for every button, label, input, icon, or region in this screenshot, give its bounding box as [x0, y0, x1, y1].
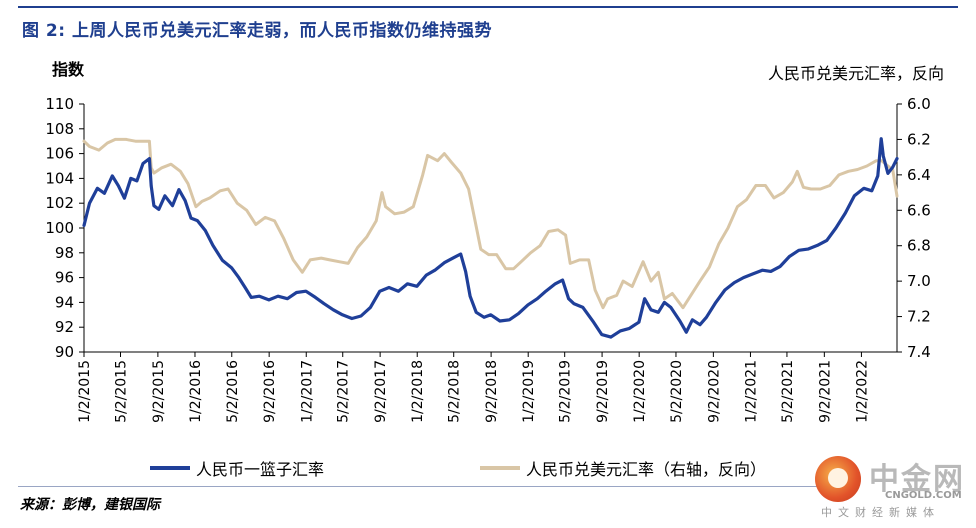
x-tick-label: 9/2/2020 [706, 360, 722, 423]
y-left-tick-label: 108 [45, 120, 74, 138]
legend-item-usdcny: 人民币兑美元汇率（右轴，反向） [480, 456, 766, 480]
y-right-tick-label: 6.2 [907, 130, 931, 148]
x-tick-label: 5/2/2019 [558, 360, 574, 423]
y-right-tick-label: 7.2 [907, 308, 931, 326]
x-tick-label: 9/2/2015 [151, 360, 167, 423]
x-tick-label: 5/2/2017 [336, 360, 352, 423]
logo-name: 中金网 [869, 462, 965, 497]
y-left-tick-label: 92 [55, 318, 74, 336]
y-left-tick-label: 94 [55, 293, 74, 311]
x-tick-label: 9/2/2016 [262, 360, 278, 423]
logo-tagline: 中文财经新媒体 [821, 506, 940, 519]
x-tick-label: 1/2/2017 [299, 360, 315, 423]
x-tick-label: 5/2/2020 [669, 360, 685, 423]
y-axis-left-label: 指数 [52, 60, 85, 79]
x-tick-label: 5/2/2015 [113, 360, 129, 423]
y-left-tick-label: 96 [55, 269, 74, 287]
x-tick-label: 9/2/2017 [373, 360, 389, 423]
x-tick-label: 1/2/2020 [632, 360, 648, 423]
x-tick-label: 9/2/2019 [595, 360, 611, 423]
site-logo: 中金网 CNGOLD.COM 中文财经新媒体 [815, 448, 965, 520]
x-tick-label: 5/2/2021 [780, 360, 796, 423]
y-left-tick-label: 104 [45, 169, 74, 187]
x-tick-label: 5/2/2018 [447, 360, 463, 423]
x-tick-label: 5/2/2016 [225, 360, 241, 423]
x-tick-label: 1/2/2015 [77, 360, 93, 423]
y-right-tick-label: 6.6 [907, 201, 931, 219]
top-rule [18, 6, 958, 8]
series-line-basket [82, 137, 899, 339]
y-right-tick-label: 7.4 [907, 343, 931, 361]
y-left-tick-label: 90 [55, 343, 74, 361]
y-left-tick-label: 100 [45, 219, 74, 237]
x-tick-label: 9/2/2021 [817, 360, 833, 423]
y-left-tick-label: 102 [45, 194, 74, 212]
source-note: 来源：彭博，建银国际 [20, 497, 160, 513]
y-right-tick-label: 6.4 [907, 166, 931, 184]
legend-label-basket: 人民币一篮子汇率 [196, 460, 325, 479]
y-right-tick-label: 7.0 [907, 272, 931, 290]
x-tick-label: 1/2/2021 [743, 360, 759, 423]
chart-series [82, 137, 899, 339]
y-right-tick-label: 6.0 [907, 95, 931, 113]
y-axis-right-label: 人民币兑美元汇率，反向 [767, 64, 944, 83]
y-right-tick-label: 6.8 [907, 237, 931, 255]
bottom-rule [18, 486, 818, 487]
x-tick-label: 1/2/2018 [410, 360, 426, 423]
legend-swatch-basket [150, 466, 190, 470]
chart-axes: 110 108 106 104 102 100 98 96 94 92 90 6.0 6.2 6.4 6.6… [45, 95, 931, 423]
x-tick-label: 1/2/2022 [854, 360, 870, 423]
series-line-usdcny [82, 137, 899, 310]
x-tick-label: 1/2/2019 [521, 360, 537, 423]
legend-item-basket: 人民币一篮子汇率 [150, 456, 324, 480]
y-left-tick-label: 110 [45, 95, 74, 113]
logo-mark-icon [815, 456, 861, 502]
legend-swatch-usdcny [480, 466, 520, 470]
y-left-tick-label: 106 [45, 145, 74, 163]
legend-label-usdcny: 人民币兑美元汇率（右轴，反向） [526, 460, 767, 479]
x-tick-label: 9/2/2018 [484, 360, 500, 423]
chart-title: 图 2: 上周人民币兑美元汇率走弱，而人民币指数仍维持强势 [22, 21, 492, 41]
logo-url: CNGOLD.COM [885, 490, 962, 501]
x-tick-label: 1/2/2016 [188, 360, 204, 423]
y-left-tick-label: 98 [55, 244, 74, 262]
